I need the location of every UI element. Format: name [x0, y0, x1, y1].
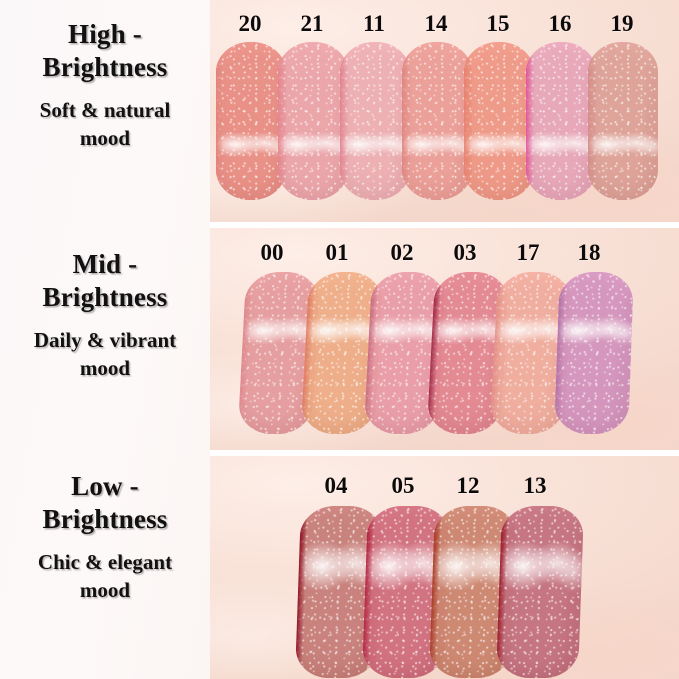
section-subheading-mid-line2: mood [79, 356, 131, 380]
section-heading-low-line1: Low - [71, 471, 139, 501]
swatch-shimmer [216, 42, 286, 200]
swatch-panel-mid: 00 01 02 03 17 18 [210, 228, 679, 450]
swatch-shimmer [554, 272, 634, 434]
swatch-dark-edge [402, 42, 409, 200]
section-heading-mid-line2: Brightness [42, 282, 168, 312]
description-column: High - Brightness Soft & natural mood Mi… [0, 0, 210, 679]
swatch-number-label: 14 [424, 11, 448, 36]
swatch-number-label: 16 [548, 11, 572, 36]
lip-gloss-swatch [340, 42, 410, 200]
lip-gloss-swatch [526, 42, 596, 200]
section-subheading-high: Soft & natural mood [0, 96, 210, 152]
swatch-gloss-highlight [278, 130, 348, 159]
swatch-dark-edge [340, 42, 347, 200]
swatch-shimmer [402, 42, 472, 200]
swatch-shimmer [526, 42, 596, 200]
section-subheading-high-line2: mood [79, 126, 131, 150]
swatch-gloss-highlight [554, 314, 634, 347]
swatch-number-label: 00 [260, 240, 284, 265]
swatch-shimmer [278, 42, 348, 200]
section-heading-high: High - Brightness [0, 18, 210, 84]
swatch-number-label: 05 [391, 473, 415, 498]
swatch-gloss-highlight [216, 130, 286, 159]
section-description-mid: Mid - Brightness Daily & vibrant mood [0, 248, 210, 382]
swatch-dark-edge [526, 42, 533, 200]
section-heading-high-line1: High - [68, 19, 142, 49]
lip-gloss-swatch [278, 42, 348, 200]
swatch-number-label: 01 [325, 240, 349, 265]
swatch-gloss-highlight [495, 536, 585, 596]
swatch-number-label: 03 [453, 240, 477, 265]
swatch-number-label: 02 [390, 240, 414, 265]
lip-gloss-swatch [495, 506, 585, 678]
swatch-number-label: 19 [610, 11, 634, 36]
swatch-number-label: 20 [238, 11, 262, 36]
section-description-high: High - Brightness Soft & natural mood [0, 18, 210, 152]
swatch-dark-edge [588, 42, 595, 200]
swatch-shimmer [464, 42, 534, 200]
section-heading-mid: Mid - Brightness [0, 248, 210, 314]
section-subheading-low-line2: mood [79, 578, 131, 602]
swatch-number-label: 18 [577, 240, 601, 265]
lip-gloss-swatch [464, 42, 534, 200]
swatch-number-label: 15 [486, 11, 510, 36]
swatch-gloss-highlight [402, 130, 472, 159]
swatch-gloss-highlight [588, 130, 658, 159]
section-subheading-high-line1: Soft & natural [39, 98, 171, 122]
section-heading-mid-line1: Mid - [72, 249, 138, 279]
swatch-number-label: 17 [516, 240, 540, 265]
swatch-shimmer [340, 42, 410, 200]
section-description-low: Low - Brightness Chic & elegant mood [0, 470, 210, 604]
swatch-gloss-highlight [526, 130, 596, 159]
swatch-gloss-highlight [340, 130, 410, 159]
swatch-number-label: 13 [523, 473, 547, 498]
lip-gloss-swatch [402, 42, 472, 200]
lip-gloss-swatch [216, 42, 286, 200]
section-subheading-mid-line1: Daily & vibrant [33, 328, 177, 352]
lip-gloss-swatch [554, 272, 634, 434]
swatch-panel-high: 20 21 11 14 15 16 19 [210, 0, 679, 222]
swatch-number-label: 11 [363, 11, 385, 36]
swatch-dark-edge [216, 42, 223, 200]
swatch-number-label: 21 [300, 11, 324, 36]
lip-gloss-swatch [588, 42, 658, 200]
swatch-number-label: 12 [456, 473, 480, 498]
section-subheading-low: Chic & elegant mood [0, 548, 210, 604]
swatch-panel-low: 04 05 12 13 [210, 456, 679, 679]
swatch-gloss-highlight [464, 130, 534, 159]
section-heading-low-line2: Brightness [42, 504, 168, 534]
section-subheading-low-line1: Chic & elegant [37, 550, 173, 574]
swatch-number-label: 04 [324, 473, 348, 498]
section-heading-high-line2: Brightness [42, 52, 168, 82]
section-heading-low: Low - Brightness [0, 470, 210, 536]
swatch-dark-edge [464, 42, 471, 200]
section-subheading-mid: Daily & vibrant mood [0, 326, 210, 382]
swatch-shimmer [588, 42, 658, 200]
swatch-dark-edge [278, 42, 285, 200]
